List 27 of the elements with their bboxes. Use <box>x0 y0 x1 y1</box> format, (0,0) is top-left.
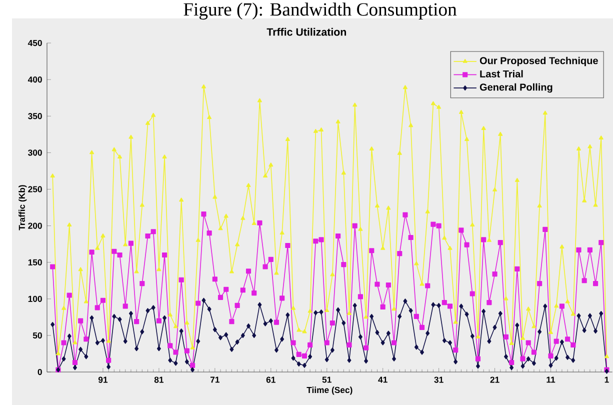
x-tick-label: 11 <box>546 376 556 383</box>
legend-label: Our Proposed Technique <box>480 56 598 66</box>
x-tick-label: 91 <box>98 376 108 383</box>
y-tick-label: 50 <box>32 332 42 339</box>
x-tick-label: 81 <box>154 376 164 383</box>
x-tick-label: 21 <box>490 376 500 383</box>
y-tick-label: 200 <box>28 222 42 229</box>
chart-subtitle: Trffic Utilization <box>266 28 346 36</box>
y-tick-label: 450 <box>28 40 42 46</box>
y-tick-label: 250 <box>28 186 42 192</box>
x-tick-label: 71 <box>210 376 220 383</box>
y-tick-label: 100 <box>28 296 42 302</box>
x-tick-label: 41 <box>378 376 388 383</box>
y-tick-label: 150 <box>28 259 42 266</box>
y-tick-label: 400 <box>28 76 42 83</box>
legend-label: Last Trial <box>480 70 523 78</box>
y-tick-label: 300 <box>28 150 42 156</box>
legend-label: General Polling <box>480 83 552 93</box>
chart-title: Figure (7): Bandwidth Consumption <box>184 2 457 20</box>
y-tick-label: 0 <box>38 368 42 376</box>
x-tick-label: 31 <box>434 376 444 383</box>
x-axis-title: Tiime (Sec) <box>306 386 352 395</box>
x-tick-label: 51 <box>322 376 332 383</box>
x-tick-label: 61 <box>266 376 276 383</box>
y-axis-title: Traffic (Kb) <box>18 185 27 230</box>
x-tick-label: 1 <box>604 376 609 383</box>
y-tick-label: 350 <box>28 113 42 120</box>
